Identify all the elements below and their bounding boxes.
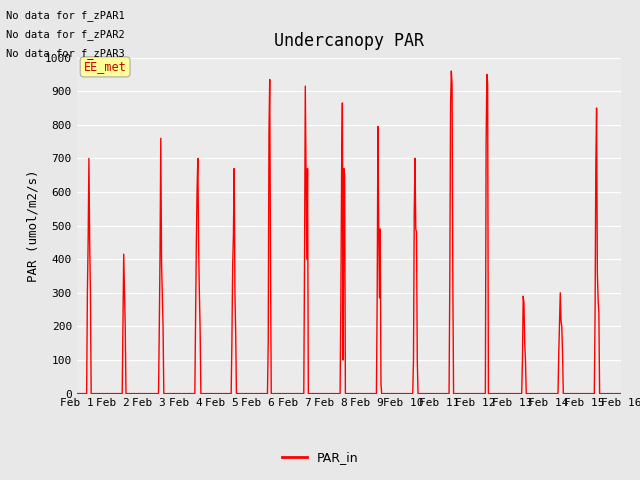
Y-axis label: PAR (umol/m2/s): PAR (umol/m2/s): [26, 169, 40, 282]
Title: Undercanopy PAR: Undercanopy PAR: [274, 33, 424, 50]
Text: EE_met: EE_met: [84, 60, 127, 73]
Text: No data for f_zPAR2: No data for f_zPAR2: [6, 29, 125, 40]
Legend: PAR_in: PAR_in: [276, 446, 364, 469]
Text: No data for f_zPAR1: No data for f_zPAR1: [6, 10, 125, 21]
Text: No data for f_zPAR3: No data for f_zPAR3: [6, 48, 125, 59]
